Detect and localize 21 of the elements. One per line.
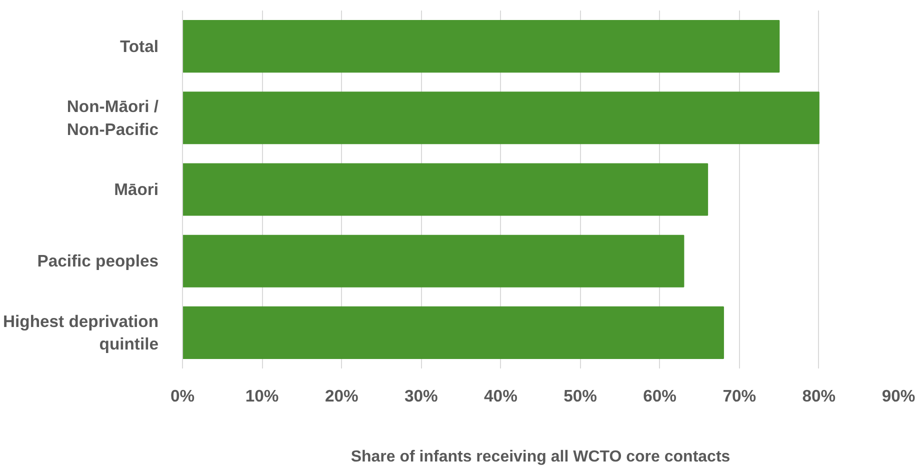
x-tick-label: 30% — [404, 386, 438, 406]
x-tick-label: 50% — [564, 386, 598, 406]
y-tick-label: Pacific peoples — [37, 252, 159, 271]
y-tick-label: Total — [120, 36, 159, 56]
x-tick-label: 40% — [484, 386, 518, 406]
y-tick-label: Non-Māori / Non-Pacific — [66, 97, 159, 139]
x-tick-label: 10% — [245, 386, 279, 406]
bar — [182, 92, 820, 144]
bar — [182, 234, 684, 288]
bar — [182, 306, 724, 359]
x-tick-label: 60% — [643, 386, 677, 406]
x-axis-title: Share of infants receiving all WCTO core contacts — [350, 448, 730, 466]
bar — [182, 163, 708, 216]
y-tick-label: Māori — [114, 180, 159, 199]
x-tick-label: 70% — [722, 386, 756, 406]
bar — [182, 20, 780, 73]
x-tick-label: 80% — [802, 386, 836, 406]
x-tick-label: 90% — [882, 386, 916, 406]
y-tick-label: Highest deprivation quintile — [3, 312, 159, 354]
x-tick-label: 0% — [170, 386, 195, 406]
x-tick-label: 20% — [324, 386, 358, 406]
